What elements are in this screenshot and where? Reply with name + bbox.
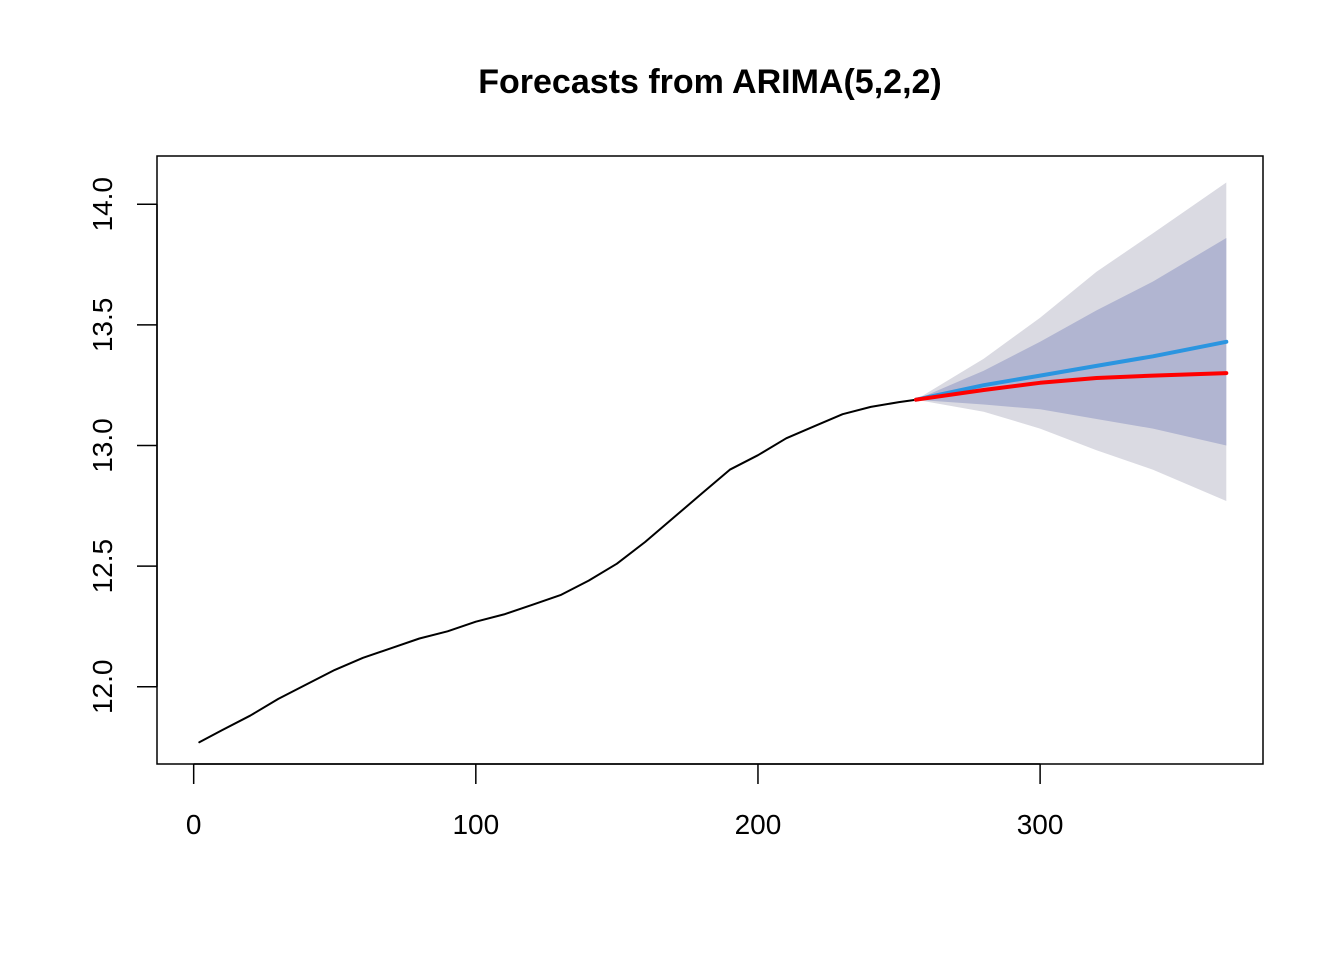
interval-80-band [916, 238, 1227, 446]
x-tick-label: 300 [1017, 809, 1064, 840]
y-tick-label: 13.5 [87, 298, 118, 353]
alternative-forecast-line [914, 371, 1229, 402]
x-tick-label: 100 [452, 809, 499, 840]
x-tick-label: 200 [735, 809, 782, 840]
y-tick-label: 13.0 [87, 418, 118, 473]
observed-series-line [198, 398, 917, 744]
y-tick-label: 12.5 [87, 539, 118, 594]
y-tick-label: 12.0 [87, 660, 118, 715]
forecast-mean-line [914, 339, 1229, 402]
x-tick-label: 0 [186, 809, 202, 840]
chart-title: Forecasts from ARIMA(5,2,2) [478, 63, 942, 101]
plot-frame [156, 155, 1264, 765]
x-axis: 0 100 200 300 [186, 763, 1064, 840]
y-axis: 12.0 12.5 13.0 13.5 14.0 [87, 177, 158, 715]
plot-area [198, 182, 1229, 744]
y-tick-label: 14.0 [87, 177, 118, 232]
